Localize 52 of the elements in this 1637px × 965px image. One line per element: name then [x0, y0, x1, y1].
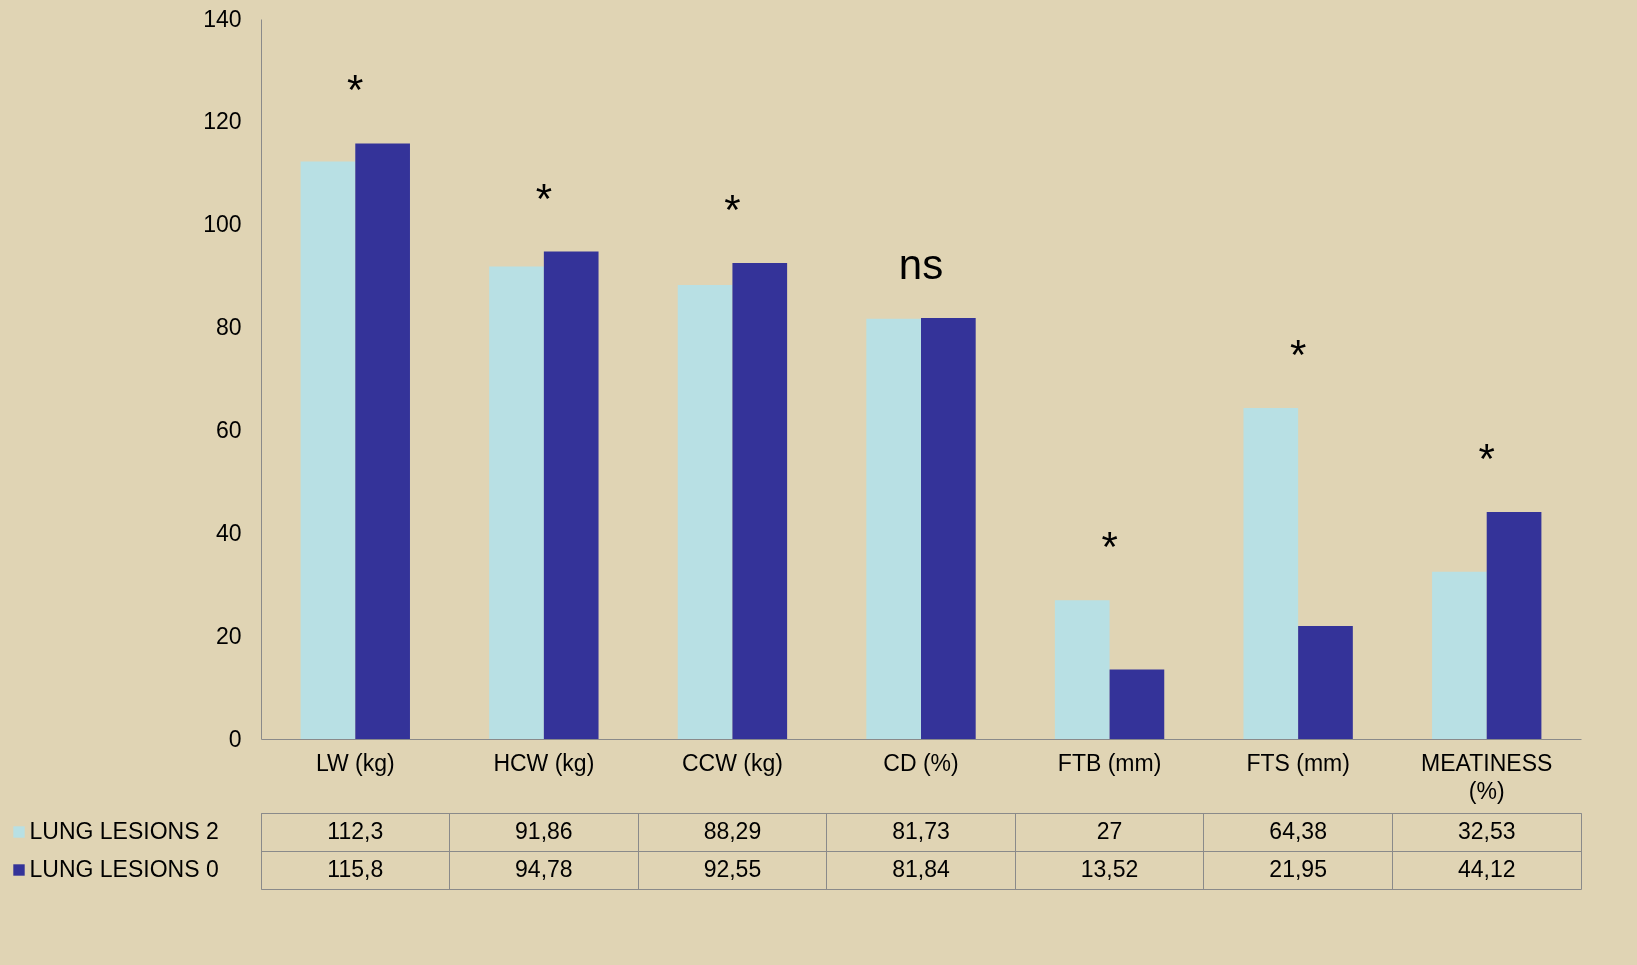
- x-tick-label: FTS (mm): [1246, 749, 1350, 776]
- data-label: 91,86: [515, 818, 573, 844]
- y-tick-label: 0: [228, 725, 242, 752]
- bar: [1298, 626, 1353, 739]
- annotation: *: [1101, 523, 1118, 571]
- bar: [921, 318, 976, 739]
- annotation: *: [347, 66, 364, 114]
- legend-label: LUNG LESIONS 0: [29, 856, 219, 882]
- y-tick-label: 120: [203, 108, 242, 135]
- bar: [1486, 512, 1542, 739]
- bar: [866, 318, 921, 739]
- data-label: 64,38: [1269, 818, 1327, 844]
- annotation: *: [724, 186, 741, 234]
- annotation: *: [535, 174, 553, 222]
- bar: [1432, 571, 1487, 739]
- bar: [732, 263, 788, 739]
- annotation: *: [1478, 435, 1495, 483]
- data-label: 112,3: [327, 818, 384, 844]
- data-label: 92,55: [703, 856, 762, 882]
- y-tick-label: 140: [203, 5, 242, 32]
- data-label: 44,12: [1457, 856, 1516, 882]
- legend-label: LUNG LESIONS 2: [29, 818, 219, 844]
- y-tick-label: 80: [215, 314, 242, 341]
- x-tick-label: CD (%): [883, 749, 959, 776]
- x-tick-label: HCW (kg): [493, 749, 595, 776]
- bar: [543, 251, 599, 739]
- data-label: 21,95: [1269, 856, 1327, 882]
- bar: [1243, 407, 1299, 739]
- x-tick-label: LW (kg): [315, 749, 395, 776]
- bar: [1054, 600, 1110, 739]
- bar: [489, 266, 544, 739]
- bar: [1109, 669, 1165, 739]
- x-tick-label: MEATINESS (%): [1421, 749, 1553, 804]
- annotation: ns: [898, 241, 944, 289]
- bar: [355, 143, 410, 739]
- y-tick-label: 100: [203, 211, 242, 238]
- data-label: 13,52: [1080, 856, 1139, 882]
- x-tick-label: FTB (mm): [1057, 749, 1162, 776]
- bar: [300, 161, 356, 739]
- y-tick-label: 20: [215, 622, 242, 649]
- data-label: 115,8: [327, 856, 384, 882]
- data-label: 94,78: [515, 856, 573, 882]
- y-tick-label: 60: [215, 416, 242, 443]
- annotation: *: [1289, 330, 1307, 378]
- data-label: 32,53: [1457, 818, 1516, 844]
- data-label: 27: [1096, 818, 1123, 844]
- bar: [677, 284, 733, 739]
- data-label: 81,73: [892, 818, 950, 844]
- y-tick-label: 40: [215, 519, 242, 546]
- data-label: 81,84: [892, 856, 950, 882]
- data-label: 88,29: [703, 818, 762, 844]
- x-tick-label: CCW (kg): [681, 749, 783, 776]
